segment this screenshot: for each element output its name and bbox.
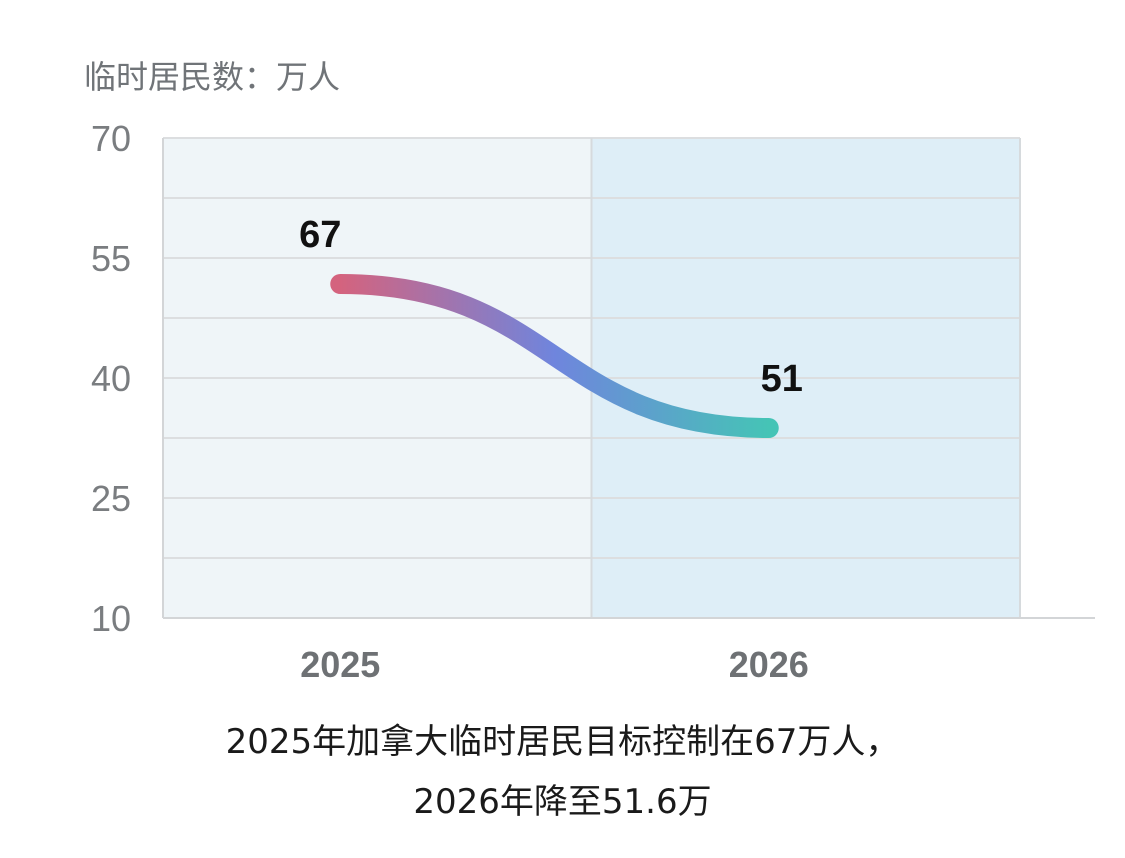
chart-caption: 2025年加拿大临时居民目标控制在67万人， 2026年降至51.6万 [0, 712, 1125, 832]
series-line [330, 274, 779, 438]
data-label: 51 [761, 358, 803, 400]
y-tick-label: 10 [91, 598, 131, 639]
caption-line-1: 2025年加拿大临时居民目标控制在67万人， [225, 722, 900, 762]
x-tick-label: 2025 [300, 644, 380, 685]
y-axis-unit-label: 临时居民数：万人 [84, 58, 341, 96]
caption-line-2: 2026年降至51.6万 [413, 782, 712, 822]
y-tick-label: 70 [91, 118, 131, 159]
y-tick-label: 55 [91, 238, 131, 279]
x-tick-label: 2026 [729, 644, 809, 685]
series-lines [330, 274, 779, 438]
y-tick-label: 40 [91, 358, 131, 399]
x-axis-ticks: 2025 2026 [300, 644, 809, 685]
data-label: 67 [299, 214, 341, 256]
y-tick-label: 25 [91, 478, 131, 519]
y-axis-ticks: 70 55 40 25 10 [91, 118, 131, 639]
axes [162, 138, 1095, 619]
line-chart: 70 55 40 25 10 2025 2026 67 51 [91, 118, 1095, 685]
data-labels: 67 51 [299, 214, 803, 400]
